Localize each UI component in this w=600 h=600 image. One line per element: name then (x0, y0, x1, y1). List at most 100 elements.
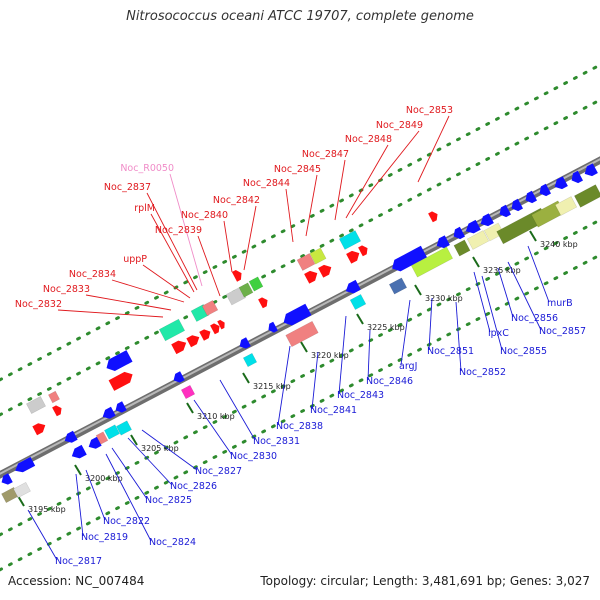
gene-arrow-reverse (499, 204, 511, 218)
gene-block (116, 420, 132, 436)
gene-arrow-reverse (71, 444, 87, 459)
gene-feature (554, 196, 578, 216)
gene-features (1, 163, 600, 504)
gene-block (238, 282, 254, 298)
gene-feature (392, 245, 427, 272)
gene-feature (358, 245, 368, 257)
gene-feature (231, 269, 242, 282)
gene-block (285, 320, 319, 348)
gene-block (296, 253, 316, 271)
leader-line (219, 379, 256, 441)
tick-mark (186, 402, 194, 414)
kbp-ticks: 3195 kbp 3200 kbp 3205 kbp 3210 kbp 3215 kbp… (17, 230, 578, 514)
tick-mark (17, 495, 25, 507)
gene-feature (32, 423, 46, 436)
gene-feature (466, 230, 490, 250)
gene-feature (268, 321, 278, 333)
gene-feature (584, 163, 598, 177)
tick-dot-line (0, 98, 600, 417)
gene-arrow-reverse (64, 430, 78, 443)
tick-dot-lines (0, 63, 600, 572)
gene-block (453, 239, 471, 257)
leader-line (142, 264, 191, 299)
leader-line (481, 275, 503, 351)
gene-arrow-reverse (436, 235, 450, 249)
gene-label-forward: Noc_2853 (406, 105, 453, 116)
gene-label-forward: Noc_2848 (345, 134, 392, 145)
genome-stats-text: Topology: circular; Length: 3,481,691 bp… (260, 574, 590, 588)
leader-line (193, 399, 233, 456)
gene-label-reverse: Noc_2822 (103, 516, 150, 527)
gene-arrow-reverse (525, 190, 537, 204)
gene-arrow-reverse (539, 183, 551, 197)
gene-block (466, 230, 490, 250)
accession-text: Accession: NC_007484 (8, 574, 145, 588)
tick-label: 3215 kbp (253, 382, 291, 391)
gene-label-forward: Noc_2839 (155, 225, 202, 236)
gene-labels: Noc_2853 Noc_2849 Noc_2848 Noc_2847 Noc_2845… (15, 105, 586, 567)
gene-feature (436, 235, 450, 249)
gene-arrow-reverse (480, 213, 494, 227)
tick-label: 3240 kbp (540, 240, 578, 249)
gene-label-reverse: Noc_2841 (310, 405, 357, 416)
leader-line (85, 294, 172, 311)
gene-feature (180, 384, 196, 400)
tick-mark (356, 313, 364, 325)
gene-feature (186, 335, 200, 348)
gene-feature (52, 405, 62, 417)
gene-arrow-reverse (268, 321, 278, 333)
tick-mark (414, 284, 422, 296)
gene-label-reverse: Noc_2857 (539, 326, 586, 337)
gene-feature (539, 183, 551, 197)
gene-feature (64, 430, 78, 443)
leader-line (197, 235, 221, 297)
gene-arrow-reverse (283, 303, 312, 326)
gene-feature (210, 323, 220, 335)
gene-label-forward: Noc_2847 (302, 149, 349, 160)
leader-line (311, 351, 319, 410)
gene-label-forward: Noc_2849 (376, 120, 423, 131)
gene-block (338, 230, 362, 250)
gene-feature (465, 219, 481, 234)
gene-feature (285, 320, 319, 348)
gene-feature (346, 250, 360, 264)
label-leader-lines (27, 115, 550, 561)
gene-feature (71, 444, 87, 459)
gene-label-reverse: Noc_2826 (170, 481, 217, 492)
gene-feature (15, 456, 36, 473)
gene-feature (217, 319, 225, 330)
gene-arrow-forward (304, 270, 318, 284)
gene-feature (453, 226, 465, 240)
gene-block (26, 396, 46, 414)
gene-label-reverse: Noc_2843 (337, 390, 384, 401)
gene-feature (158, 318, 186, 342)
gene-label-forward: Noc_R0050 (120, 163, 174, 174)
gene-feature (296, 253, 316, 271)
gene-feature (242, 352, 258, 368)
gene-label-reverse: Noc_2831 (253, 436, 300, 447)
gene-arrow-forward (199, 329, 211, 341)
gene-arrow-reverse (571, 170, 583, 184)
gene-block (388, 277, 408, 295)
gene-arrow-reverse (465, 219, 481, 234)
gene-label-reverse: lpxC (488, 328, 509, 339)
gene-feature (48, 390, 60, 404)
tick-label: 3195 kbp (28, 505, 66, 514)
gene-label-forward: Noc_2834 (69, 269, 116, 280)
leader-line (455, 301, 462, 372)
leader-line (417, 115, 450, 183)
gene-feature (201, 299, 219, 317)
leader-line (428, 297, 433, 351)
leader-line (169, 173, 203, 287)
gene-arrow-reverse (106, 350, 133, 372)
gene-feature (238, 282, 254, 298)
tick-label: 3205 kbp (141, 444, 179, 453)
gene-feature (499, 204, 511, 218)
gene-feature (304, 270, 318, 284)
leader-line (334, 159, 346, 221)
gene-block (13, 481, 31, 499)
gene-feature (428, 211, 438, 223)
gene-label-reverse: Noc_2838 (276, 421, 323, 432)
gene-label-forward: rplM (134, 203, 155, 214)
gene-arrow-forward (186, 335, 200, 348)
